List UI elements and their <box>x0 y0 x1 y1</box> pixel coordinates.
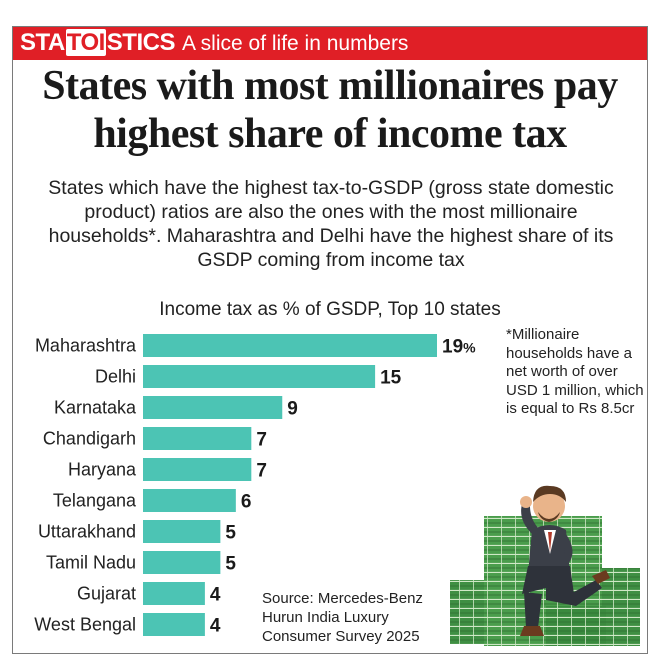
value-label: 5 <box>225 523 236 544</box>
category-label: Chandigarh <box>43 429 136 449</box>
subtitle: States which have the highest tax-to-GSD… <box>48 177 614 271</box>
chart-title: Income tax as % of GSDP, Top 10 states <box>159 299 501 320</box>
value-label: 9 <box>287 399 298 420</box>
bar <box>143 458 252 481</box>
bar <box>143 334 437 357</box>
category-label: Karnataka <box>54 398 137 418</box>
header-banner <box>12 26 648 60</box>
headline: States with most millionaires pay highes… <box>42 63 618 157</box>
category-label: West Bengal <box>34 615 136 635</box>
value-label: 5 <box>225 554 236 575</box>
category-label: Maharashtra <box>35 336 137 356</box>
bar <box>143 427 252 450</box>
category-label: Delhi <box>95 367 136 387</box>
category-label: Tamil Nadu <box>46 553 136 573</box>
bar <box>143 396 283 419</box>
bar <box>143 365 376 388</box>
source-note: Source: Mercedes-Benz Hurun India Luxury… <box>262 590 423 645</box>
value-label: 7 <box>256 461 267 482</box>
value-label: 15 <box>380 368 402 389</box>
bar <box>143 520 221 543</box>
brand-part-1: STA <box>20 29 65 56</box>
bar <box>143 613 205 636</box>
graphic-frame <box>12 26 648 654</box>
value-label: 4 <box>210 616 221 637</box>
footnote: *Millionaire households have a net worth… <box>506 326 644 417</box>
category-label: Uttarakhand <box>38 522 136 542</box>
bar <box>143 582 205 605</box>
millionaire-on-money-illustration <box>450 485 640 646</box>
brand-logo: STATOISTICS <box>20 27 175 59</box>
category-label: Haryana <box>68 460 137 480</box>
tagline: A slice of life in numbers <box>182 32 409 55</box>
category-label: Telangana <box>53 491 137 511</box>
value-label: 4 <box>210 585 221 606</box>
brand-part-3: STICS <box>106 29 176 56</box>
man-figure <box>520 485 610 636</box>
bar <box>143 489 236 512</box>
value-label: 6 <box>241 492 252 513</box>
value-label: 7 <box>256 430 267 451</box>
brand-part-2: TOI <box>65 29 106 56</box>
value-label: 19% <box>442 337 476 358</box>
category-label: Gujarat <box>77 584 136 604</box>
bar <box>143 551 221 574</box>
